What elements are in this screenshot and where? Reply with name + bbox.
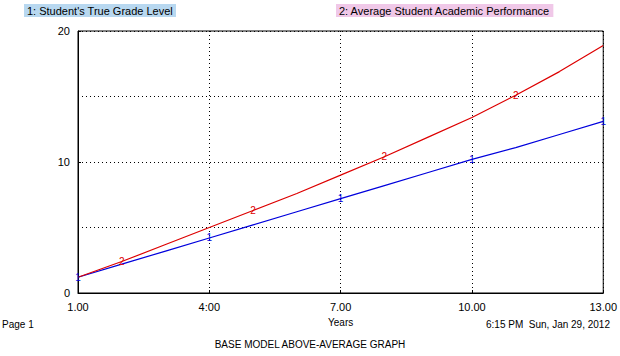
svg-text:1: 1	[469, 154, 475, 165]
svg-text:6:15 PM Sun, Jan 29, 2012: 6:15 PM Sun, Jan 29, 2012	[486, 319, 610, 330]
svg-text:0: 0	[64, 287, 70, 299]
svg-text:2: 2	[119, 256, 125, 267]
svg-text:1: Student's True Grade Level: 1: Student's True Grade Level	[27, 5, 173, 17]
svg-text:10: 10	[58, 156, 70, 168]
svg-text:2: 2	[382, 151, 388, 162]
svg-text:1: 1	[338, 193, 344, 204]
svg-text:1: 1	[207, 232, 213, 243]
svg-text:1: 1	[75, 272, 81, 283]
svg-text:20: 20	[58, 25, 70, 37]
svg-text:2: 2	[250, 205, 256, 216]
svg-text:Page 1: Page 1	[2, 319, 34, 330]
svg-text:Years: Years	[328, 317, 353, 328]
svg-text:7.00: 7.00	[330, 301, 351, 313]
svg-text:4:00: 4:00	[199, 301, 220, 313]
svg-text:13.00: 13.00	[589, 301, 617, 313]
svg-text:1.00: 1.00	[67, 301, 88, 313]
svg-text:1: 1	[600, 116, 606, 127]
svg-text:BASE MODEL ABOVE-AVERAGE GRAPH: BASE MODEL ABOVE-AVERAGE GRAPH	[215, 339, 406, 350]
svg-text:2: 2	[513, 90, 519, 101]
svg-text:10.00: 10.00	[458, 301, 486, 313]
svg-text:2: Average Student Academic Pe: 2: Average Student Academic Performance	[339, 5, 549, 17]
